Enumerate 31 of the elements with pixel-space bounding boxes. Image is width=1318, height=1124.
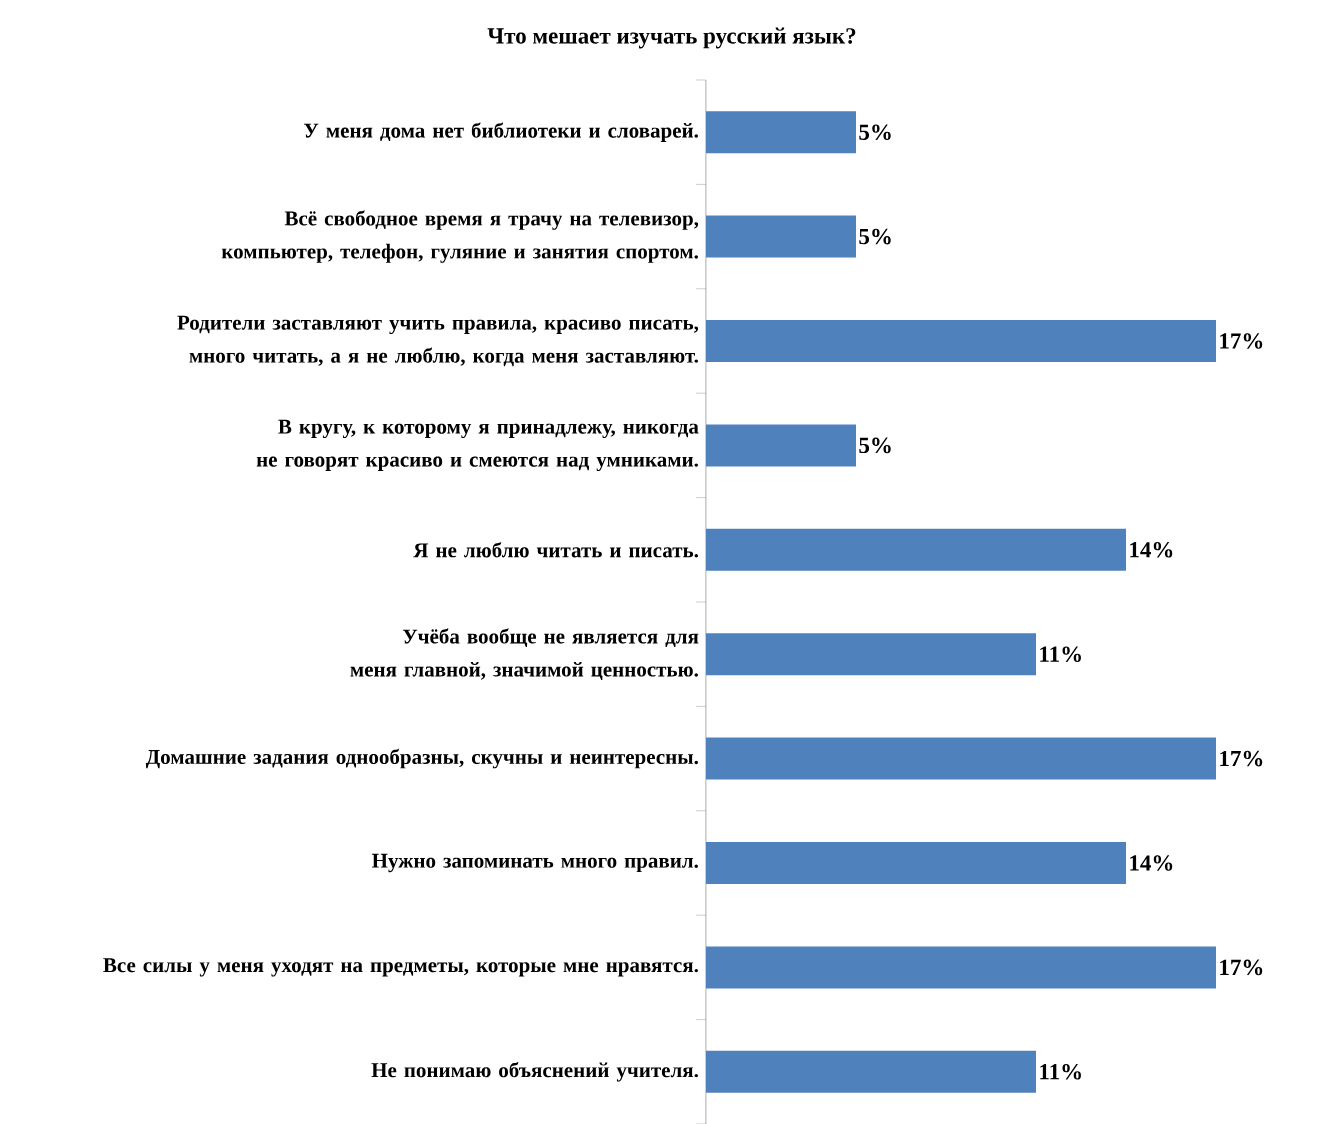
y-tick-label: В кругу, к которому я принадлежу, никогда не говорят красиво и смеются над умниками.	[256, 419, 699, 471]
y-tick-label: Домашние задания однообразны, скучны и неинтересны.	[145, 748, 698, 769]
y-tick-label: Всё свободное время я трачу на телевизор, компьютер, телефон, гуляние и занятия спортом.	[221, 210, 699, 263]
y-tick-label: Нужно запоминать много правил.	[371, 853, 698, 872]
bar	[706, 319, 1216, 362]
y-tick-label: Учёба вообще не является для меня главной, значимой ценностью.	[350, 628, 699, 680]
y-tick-label: Я не люблю читать и писать.	[413, 541, 698, 558]
data-label: 14%	[1130, 855, 1173, 871]
bar	[706, 424, 856, 467]
y-tick-label: У меня дома нет библиотеки и словарей.	[304, 122, 698, 142]
bar	[706, 737, 1216, 780]
data-label: 5%	[859, 228, 891, 245]
data-label: 17%	[1220, 750, 1263, 767]
data-label: 14%	[1130, 541, 1173, 558]
data-label: 17%	[1220, 333, 1263, 349]
chart-title: Что мешает изучать русский язык?	[487, 27, 856, 49]
y-tick-label: Родители заставляют учить правила, красиво писать, много читать, а я не люблю, когда меня заставляют.	[177, 315, 699, 366]
bar	[706, 215, 856, 258]
bar	[706, 841, 1126, 884]
data-label: 17%	[1220, 959, 1263, 976]
data-label: 11%	[1040, 646, 1081, 662]
data-label: 5%	[859, 124, 891, 140]
bar	[706, 111, 856, 154]
bar	[706, 1050, 1036, 1093]
data-label: 11%	[1040, 1063, 1081, 1080]
bar	[706, 528, 1126, 571]
bar	[706, 946, 1216, 989]
data-label: 5%	[859, 437, 891, 454]
y-tick-label: Все силы у меня уходят на предметы, которые мне нравятся.	[103, 958, 698, 977]
y-tick-label: Не понимаю объяснений учителя.	[371, 1061, 698, 1082]
bar	[706, 633, 1036, 676]
